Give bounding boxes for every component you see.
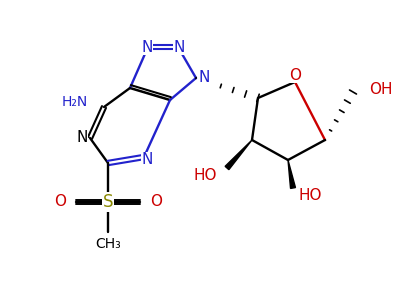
Text: O: O xyxy=(289,68,301,82)
Text: N: N xyxy=(76,130,88,146)
Text: N: N xyxy=(173,40,185,55)
Text: S: S xyxy=(103,193,113,211)
Polygon shape xyxy=(225,140,252,170)
Text: N: N xyxy=(141,40,153,55)
Text: O: O xyxy=(54,194,66,209)
Text: HO: HO xyxy=(298,188,322,203)
Text: O: O xyxy=(150,194,162,209)
Text: HO: HO xyxy=(194,167,217,182)
Text: N: N xyxy=(141,152,153,167)
Text: CH₃: CH₃ xyxy=(95,237,121,251)
Text: OH: OH xyxy=(369,82,392,98)
Text: H₂N: H₂N xyxy=(62,95,88,109)
Polygon shape xyxy=(288,160,296,188)
Text: N: N xyxy=(198,70,210,86)
